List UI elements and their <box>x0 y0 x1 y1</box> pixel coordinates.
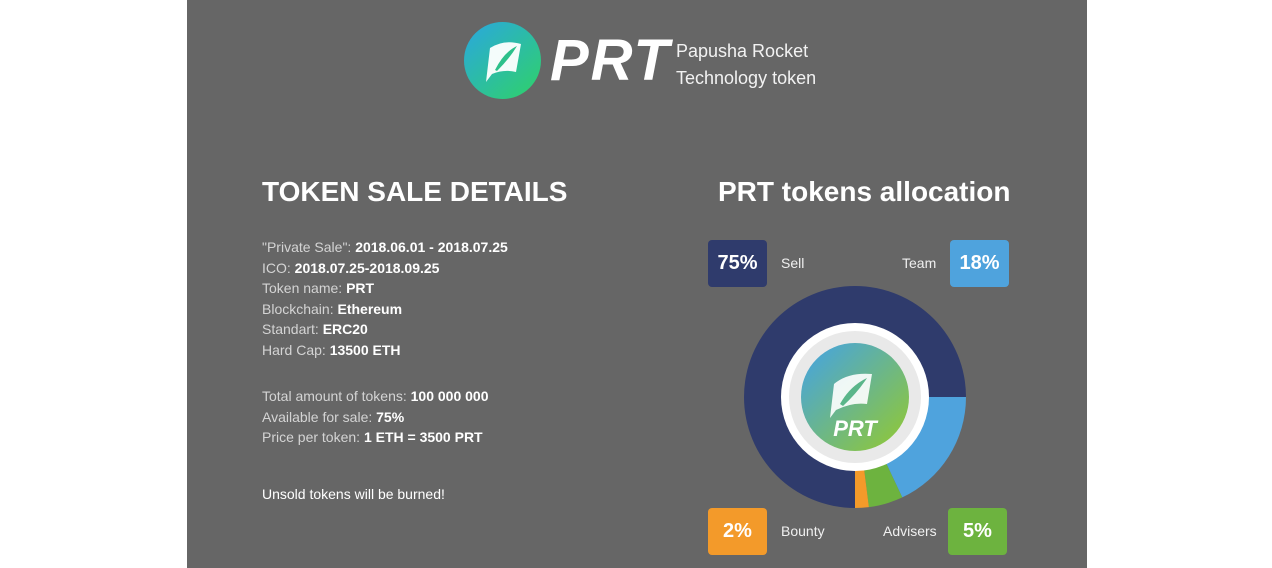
sale-details-list: "Private Sale": 2018.06.01 - 2018.07.25 … <box>262 237 508 361</box>
detail-row: Total amount of tokens: 100 000 000 <box>262 386 489 407</box>
center-rocket-flame <box>840 378 867 406</box>
brand-wordmark: PRT <box>550 28 671 93</box>
team-percent-label: 18% <box>959 252 1000 274</box>
detail-label: ICO: <box>262 259 295 276</box>
allocation-title: PRT tokens allocation <box>718 176 1011 207</box>
detail-label: Available for sale: <box>262 408 377 425</box>
advisers-percent-badge: 5% <box>948 508 1007 555</box>
bounty-legend-label: Bounty <box>781 523 825 539</box>
rocket-leaf-icon <box>464 22 541 99</box>
detail-row: Token name: PRT <box>262 278 508 299</box>
detail-value: 75% <box>376 408 405 425</box>
advisers-percent-label: 5% <box>963 520 992 542</box>
team-percent-badge: 18% <box>950 240 1009 287</box>
detail-label: Total amount of tokens: <box>262 388 411 404</box>
detail-row: Blockchain: Ethereum <box>262 299 508 320</box>
detail-row: ICO: 2018.07.25-2018.09.25 <box>262 258 508 279</box>
detail-row: Available for sale: 75% <box>262 407 489 428</box>
detail-label: Standart: <box>262 321 323 338</box>
detail-value: 2018.06.01 - 2018.07.25 <box>355 239 508 255</box>
detail-value: 13500 ETH <box>329 341 401 358</box>
detail-value: 100 000 000 <box>410 388 489 404</box>
allocation-donut-chart: PRT <box>744 286 966 508</box>
detail-value: 1 ETH = 3500 PRT <box>363 429 483 446</box>
detail-value: 2018.07.25-2018.09.25 <box>294 259 440 276</box>
burn-note: Unsold tokens will be burned! <box>262 486 445 502</box>
detail-row: "Private Sale": 2018.06.01 - 2018.07.25 <box>262 237 508 258</box>
detail-label: Token name: <box>262 280 347 297</box>
team-legend-label: Team <box>902 255 937 271</box>
detail-row: Standart: ERC20 <box>262 319 508 340</box>
sell-legend-label: Sell <box>781 255 805 271</box>
detail-row: Price per token: 1 ETH = 3500 PRT <box>262 427 489 448</box>
brand-tagline-line2: Technology token <box>676 68 817 88</box>
center-logo-text: PRT <box>833 416 878 441</box>
token-amount-list: Total amount of tokens: 100 000 000 Avai… <box>262 386 489 448</box>
brand-tagline: Papusha Rocket Technology token <box>676 38 816 92</box>
detail-label: "Private Sale": <box>262 239 356 255</box>
bounty-percent-label: 2% <box>723 520 752 542</box>
detail-label: Blockchain: <box>262 300 338 317</box>
token-sale-panel: PRT Papusha Rocket Technology token TOKE… <box>187 0 1087 568</box>
advisers-legend-label: Advisers <box>883 523 937 539</box>
detail-label: Hard Cap: <box>262 341 330 358</box>
sale-details-title: TOKEN SALE DETAILS <box>262 176 568 207</box>
bounty-percent-badge: 2% <box>708 508 767 555</box>
brand-tagline-line1: Papusha Rocket <box>676 41 809 61</box>
detail-value: PRT <box>346 280 375 297</box>
detail-label: Price per token: <box>262 429 364 446</box>
sell-percent-label: 75% <box>717 252 758 274</box>
detail-value: ERC20 <box>322 321 368 338</box>
sell-percent-badge: 75% <box>708 240 767 287</box>
detail-row: Hard Cap: 13500 ETH <box>262 340 508 361</box>
detail-value: Ethereum <box>337 300 403 317</box>
